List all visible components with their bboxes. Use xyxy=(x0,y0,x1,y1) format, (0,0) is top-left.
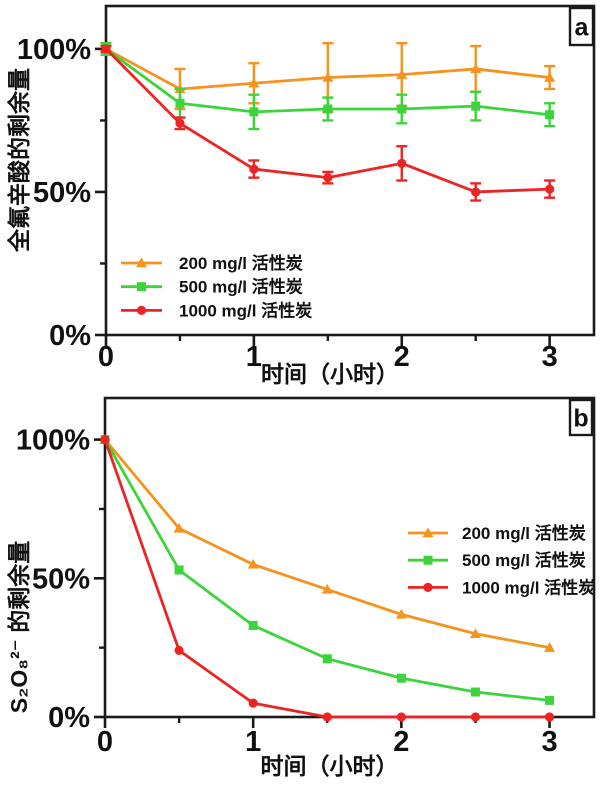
legend: 200 mg/l 活性炭 500 mg/l 活性炭 1000 mg/l 活性炭 xyxy=(408,523,595,597)
circle-marker xyxy=(100,435,110,445)
circle-marker xyxy=(174,645,184,656)
y-tick-label: 100% xyxy=(16,425,90,457)
y-tick-label: 50% xyxy=(33,177,91,209)
triangle-marker xyxy=(396,69,408,79)
triangle-marker xyxy=(544,642,556,652)
y-axis: 0% 50% 100% xyxy=(17,34,106,352)
square-marker xyxy=(323,104,333,114)
legend-label: 500 mg/l 活性炭 xyxy=(462,550,586,570)
panel-label-box xyxy=(568,6,595,47)
circle-marker xyxy=(322,712,332,722)
triangle-marker xyxy=(248,77,260,88)
circle-marker xyxy=(471,187,481,197)
square-marker xyxy=(396,673,406,683)
x-tick-label: 3 xyxy=(541,726,557,758)
circle-marker xyxy=(545,184,555,194)
circle-marker xyxy=(470,712,481,722)
triangle-marker xyxy=(544,72,556,82)
chart-panel-a: 0 1 2 3 0% 50% 100% 时间（小时） 全氟辛酸的剩余量 200 mg/l 活性炭 5… xyxy=(6,4,596,387)
y-axis-title: 全氟辛酸的剩余量 xyxy=(6,68,32,253)
series-1000-mg-l xyxy=(100,44,556,202)
circle-marker xyxy=(323,173,333,183)
triangle-marker xyxy=(321,583,333,594)
triangle-marker xyxy=(173,522,185,533)
y-tick-label: 50% xyxy=(32,563,90,595)
triangle-marker xyxy=(469,628,481,638)
legend-label: 1000 mg/l 活性炭 xyxy=(179,300,312,320)
triangle-marker xyxy=(470,63,482,74)
triangle-legend-marker xyxy=(136,257,147,268)
x-tick-label: 2 xyxy=(393,726,409,758)
circle-marker xyxy=(396,712,406,722)
circle-marker xyxy=(397,158,407,168)
square-marker xyxy=(175,98,185,108)
x-tick-label: 0 xyxy=(98,341,114,373)
square-marker xyxy=(174,565,184,575)
legend-label: 1000 mg/l 活性炭 xyxy=(462,577,595,597)
y-tick-label: 100% xyxy=(17,34,91,66)
square-marker xyxy=(545,695,555,705)
y-tick-label: 0% xyxy=(48,702,90,734)
panel-label: a xyxy=(575,14,590,42)
x-tick-label: 3 xyxy=(542,341,558,373)
y-axis: 0% 50% 100% xyxy=(16,425,105,734)
legend: 200 mg/l 活性炭 500 mg/l 活性炭 1000 mg/l 活性炭 xyxy=(121,253,312,320)
y-tick-label: 0% xyxy=(49,320,91,352)
plot-frame xyxy=(104,4,596,337)
square-marker xyxy=(470,687,480,697)
legend-label: 200 mg/l 活性炭 xyxy=(462,523,586,543)
circle-legend-marker xyxy=(136,305,147,315)
circle-marker xyxy=(101,44,111,54)
circle-legend-marker xyxy=(423,582,433,592)
x-axis: 0 1 2 3 xyxy=(98,335,558,373)
chart-panel-b: 0 1 2 3 0% 50% 100% 时间（小时） S₂O₈²⁻ 的剩余量 200 mg/l 活… xyxy=(6,396,596,779)
square-marker xyxy=(471,101,481,111)
square-marker xyxy=(322,654,332,664)
panel-label: b xyxy=(573,405,588,433)
square-legend-marker xyxy=(137,282,146,292)
series-1000-mg-l xyxy=(100,435,555,722)
x-axis-title: 时间（小时） xyxy=(261,753,399,779)
triangle-marker xyxy=(247,558,259,569)
y-axis-title: S₂O₈²⁻ 的剩余量 xyxy=(6,541,32,713)
legend-label: 500 mg/l 活性炭 xyxy=(179,277,303,297)
x-axis-title: 时间（小时） xyxy=(261,361,399,387)
circle-marker xyxy=(175,118,185,128)
triangle-marker xyxy=(322,72,334,82)
square-marker xyxy=(248,620,258,630)
x-axis: 0 1 2 3 xyxy=(97,717,558,758)
circle-marker xyxy=(248,698,258,708)
triangle-marker xyxy=(395,608,407,619)
x-tick-label: 0 xyxy=(97,726,113,758)
square-marker xyxy=(545,110,555,120)
triangle-legend-marker xyxy=(422,527,434,538)
x-tick-label: 1 xyxy=(246,341,262,373)
x-tick-label: 1 xyxy=(245,726,261,758)
legend-label: 200 mg/l 活性炭 xyxy=(179,253,303,273)
square-marker xyxy=(397,104,407,114)
panel-label-box xyxy=(568,398,594,437)
square-legend-marker xyxy=(423,555,433,565)
x-tick-label: 2 xyxy=(394,341,410,373)
circle-marker xyxy=(544,712,555,722)
circle-marker xyxy=(249,164,259,174)
square-marker xyxy=(249,107,259,117)
